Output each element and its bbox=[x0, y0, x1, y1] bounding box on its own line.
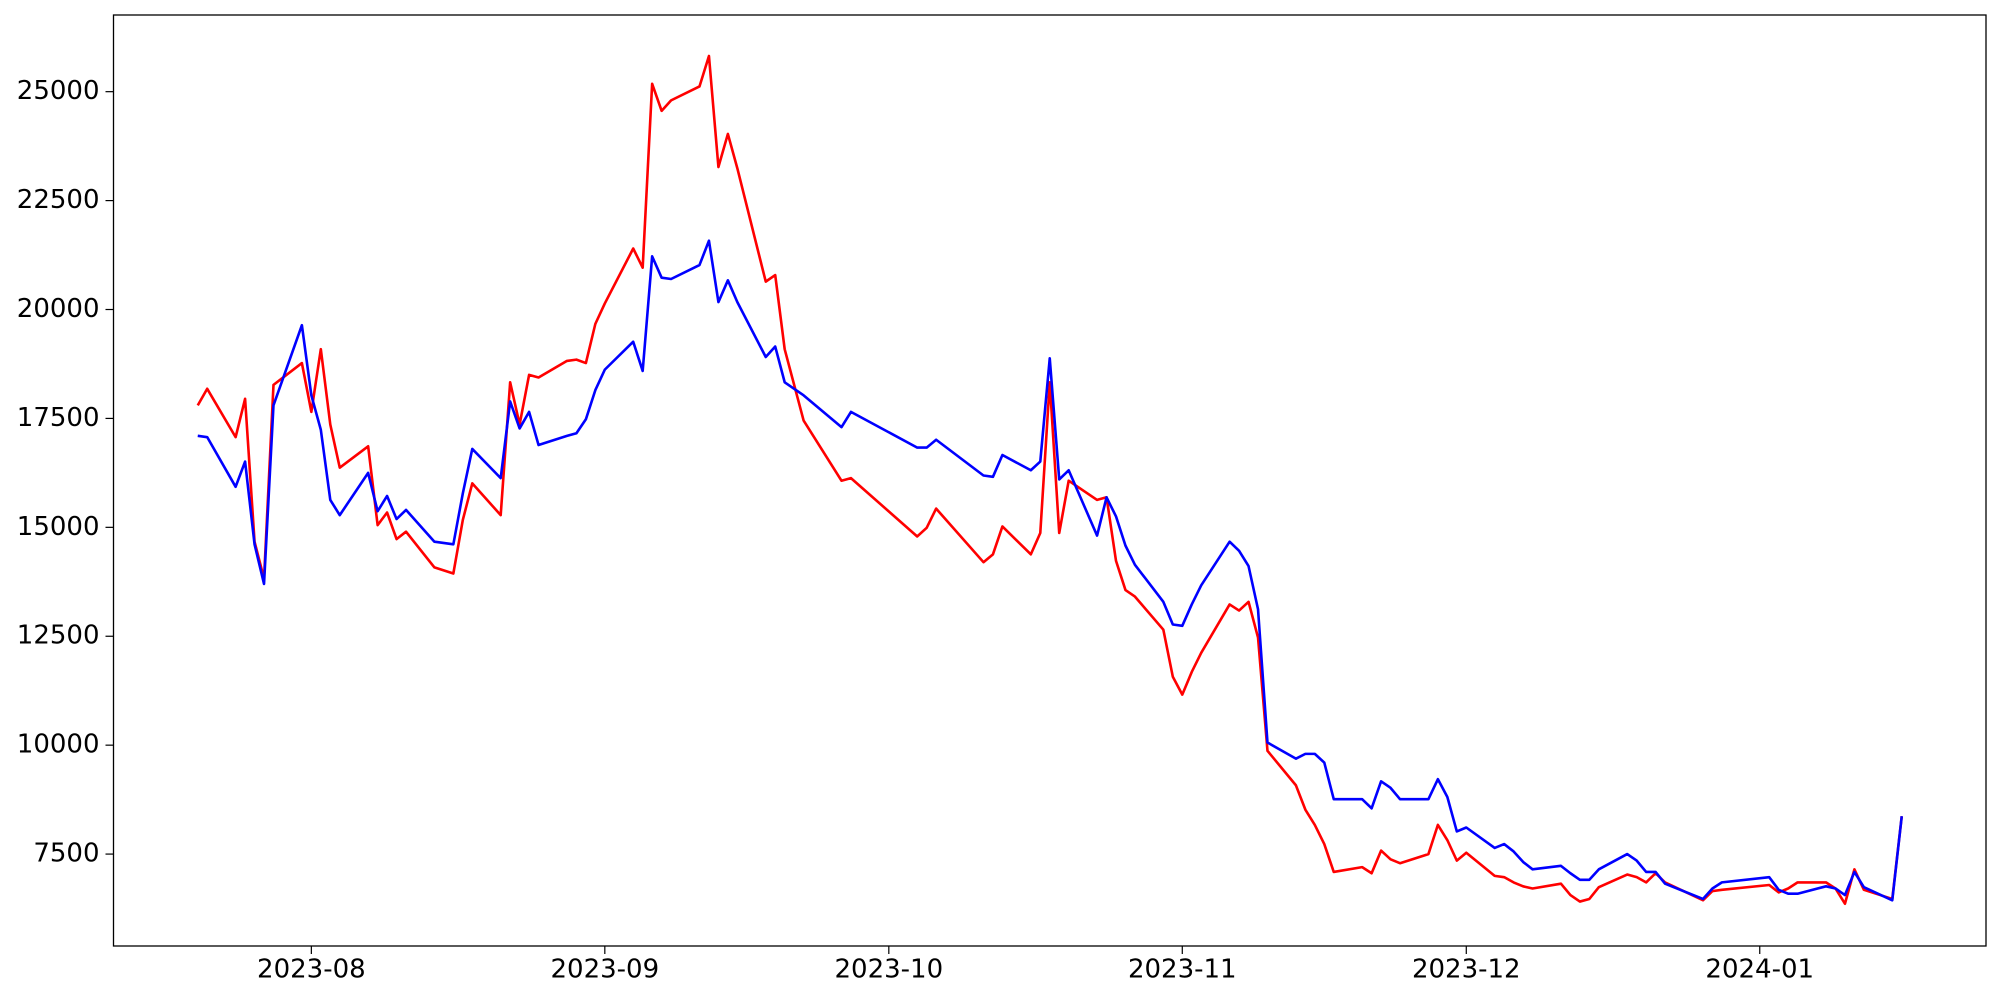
data-line bbox=[196, 54, 1904, 906]
y-tick-label: 7500 bbox=[33, 839, 99, 869]
plot-frame bbox=[112, 14, 1987, 947]
x-tick-label: 2023-12 bbox=[1412, 955, 1521, 985]
x-tick-label: 2023-10 bbox=[834, 955, 943, 985]
x-tick-label: 2023-08 bbox=[257, 955, 366, 985]
data-line bbox=[197, 239, 1904, 902]
y-tick-label: 10000 bbox=[17, 730, 100, 760]
y-tick-label: 25000 bbox=[17, 76, 100, 106]
y-tick-label: 17500 bbox=[17, 403, 100, 433]
y-tick-label: 12500 bbox=[17, 621, 100, 651]
y-tick-label: 22500 bbox=[17, 185, 100, 215]
y-tick-label: 15000 bbox=[17, 512, 100, 542]
y-tick-label: 20000 bbox=[17, 294, 100, 324]
x-tick-label: 2023-11 bbox=[1128, 955, 1237, 985]
x-tick-label: 2023-09 bbox=[550, 955, 659, 985]
x-tick-label: 2024-01 bbox=[1705, 955, 1814, 985]
